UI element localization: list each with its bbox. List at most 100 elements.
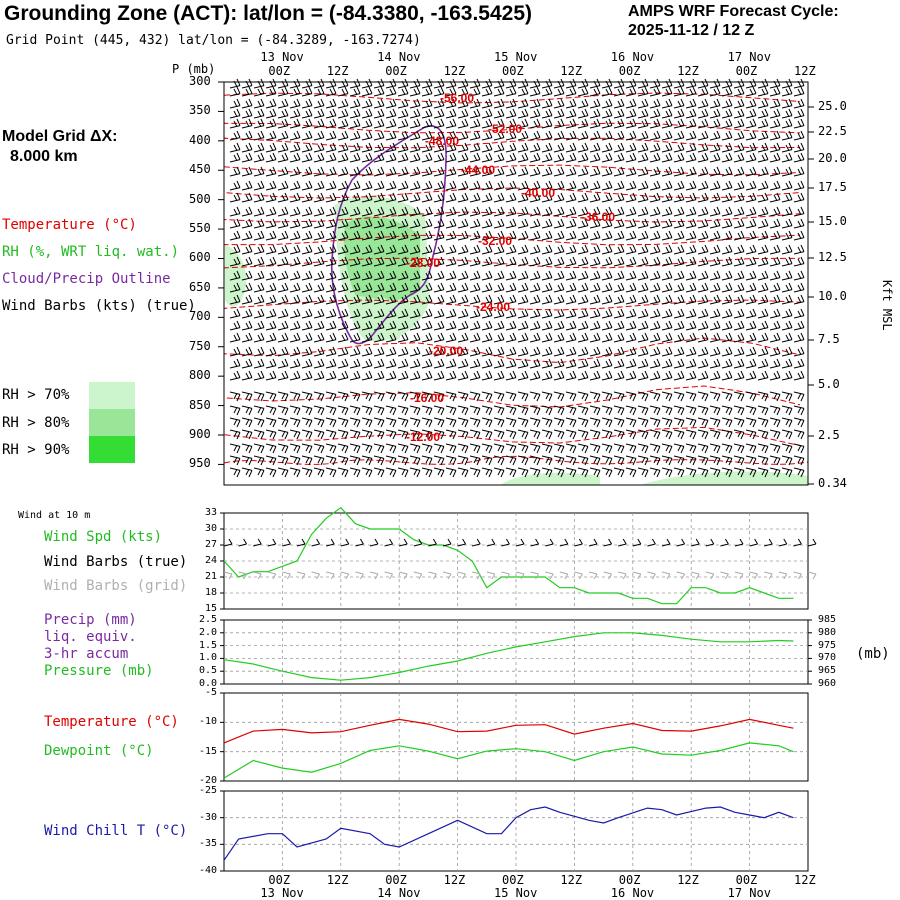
wind-barb [337,467,349,478]
wind-barb [313,417,325,428]
wind-barb [397,86,409,97]
wind-barb [301,218,313,229]
pre-ytick-label: 1.5 [198,639,217,651]
wind-barb [649,308,661,319]
wind-barb [397,192,409,203]
wind-barb [793,152,805,163]
wind-barb [493,443,505,454]
wind-barb [313,455,325,466]
wind-barb [433,346,445,357]
wind-barb [373,370,385,381]
wind-barb [793,358,805,369]
wind-barb [601,192,613,203]
wind-barb [517,346,529,357]
wind-barb [349,467,361,478]
pressure-tick-label: 700 [189,309,211,324]
temperature-contour-label: -28.00 [406,256,441,270]
wind-barb [277,270,289,281]
wind-barb [349,391,361,402]
wind-barb [421,282,433,293]
wind-barb [409,282,421,293]
wind-barb [409,192,421,203]
wind-barb [337,270,349,281]
wind-barb [769,78,781,89]
wind-barb [685,206,697,217]
wind-barb [277,86,289,97]
wind-barb [397,467,409,478]
wind-barb [493,282,505,293]
wind-barb [253,192,265,203]
wind-barb [589,108,601,119]
wind-barb [793,332,805,343]
wind-barb [373,443,385,454]
wind-barb [385,270,397,281]
wind-barb [373,218,385,229]
wind-barb [349,332,361,343]
wind-barb [541,118,553,129]
wind-barb [769,417,781,428]
wind-barb [229,180,241,191]
wind-barb [241,130,253,141]
wind-barb [709,180,721,191]
wind-barb [733,270,745,281]
wind-barb [385,429,397,440]
wind-barb [325,417,337,428]
wind-barb [229,346,241,357]
wind-barb [781,218,793,229]
wind-barb [445,78,457,89]
wind-barb [241,78,253,89]
wind-barb [241,166,253,177]
wind-barb [649,206,661,217]
wind-barb [289,192,301,203]
wind-barb [517,98,529,109]
wind-barb [265,98,277,109]
wind-barb [409,218,421,229]
wind-barb [541,417,553,428]
wind-barb [493,405,505,416]
wind-barb-10m-grid [764,571,773,580]
wind-barb [529,218,541,229]
wind-barb [565,308,577,319]
wind-barb [457,206,469,217]
wind-barb [229,358,241,369]
wind-barb [649,256,661,267]
wind-barb [397,152,409,163]
wind-barb [505,230,517,241]
wind-barb [241,294,253,305]
wind-barb [493,152,505,163]
wind-barb [277,417,289,428]
wind-barb [253,152,265,163]
wind-barb [457,417,469,428]
wind-barb [613,429,625,440]
wind-barb-10m-true [647,538,656,547]
wind-barb [397,358,409,369]
wind-barb [397,180,409,191]
pressure-tick-label: 400 [189,132,211,147]
wind-barb [649,142,661,153]
wind-barb [673,308,685,319]
wind-barb [541,308,553,319]
wind-barb [757,467,769,478]
wind-barb [529,282,541,293]
wind-barb [613,370,625,381]
wind-barb [745,320,757,331]
wind-barb-10m-grid [705,571,715,580]
wind-barb [733,206,745,217]
wind-barb-10m-true [472,538,481,547]
wind-barb [481,98,493,109]
wind-barb [709,308,721,319]
wind-barb [697,417,709,428]
wind-barb [373,358,385,369]
wind-barb [469,370,481,381]
wind-barb [553,142,565,153]
wind-barb [673,118,685,129]
wind-barb [709,370,721,381]
wind-barb [409,98,421,109]
wind-barb [493,320,505,331]
wind-barb [661,180,673,191]
wind-barb [325,192,337,203]
wind-barb [505,467,517,478]
wind-barb [385,166,397,177]
wind-barb [577,256,589,267]
